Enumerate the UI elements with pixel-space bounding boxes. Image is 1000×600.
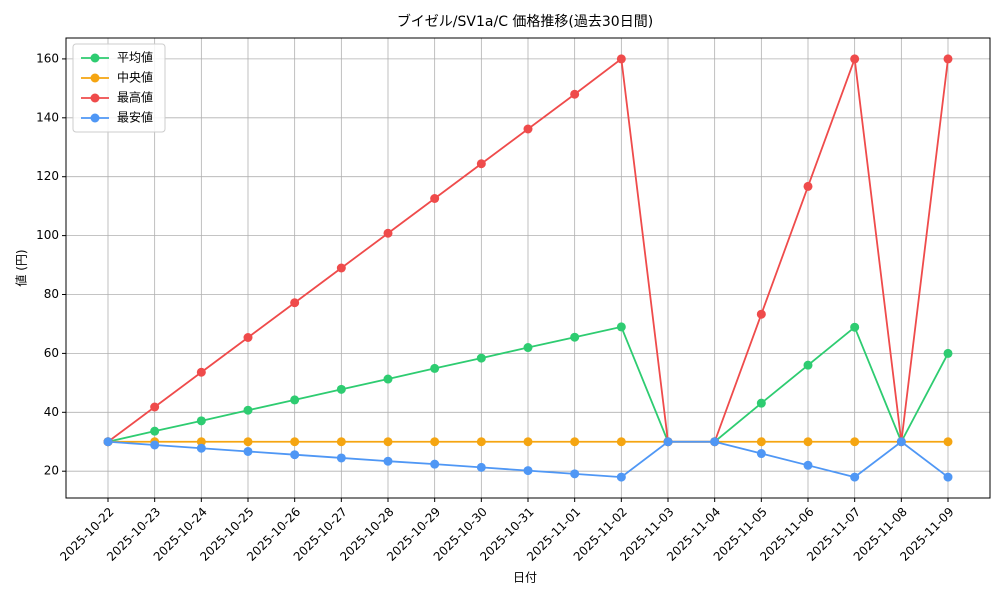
data-point — [383, 228, 393, 238]
legend-marker — [90, 73, 100, 83]
chart-title: ブイゼル/SV1a/C 価格推移(過去30日間) — [397, 13, 653, 30]
y-tick-label: 60 — [44, 346, 59, 360]
data-point — [570, 469, 580, 479]
data-point — [943, 437, 953, 447]
data-point — [196, 367, 206, 377]
data-point — [803, 460, 813, 470]
data-point — [430, 193, 440, 203]
data-point — [523, 437, 533, 447]
data-point — [476, 353, 486, 363]
data-point — [476, 462, 486, 472]
data-point — [430, 459, 440, 469]
data-point — [196, 416, 206, 426]
data-point — [476, 159, 486, 169]
legend-marker — [90, 53, 100, 63]
data-point — [430, 363, 440, 373]
data-point — [383, 456, 393, 466]
data-point — [336, 384, 346, 394]
data-point — [570, 89, 580, 99]
data-point — [570, 332, 580, 342]
data-point — [243, 333, 253, 343]
data-point — [710, 437, 720, 447]
y-tick-label: 160 — [36, 51, 59, 65]
data-point — [943, 54, 953, 64]
legend-label: 平均値 — [117, 50, 153, 65]
data-point — [850, 472, 860, 482]
y-tick-label: 40 — [44, 405, 59, 419]
y-tick-label: 20 — [44, 464, 59, 478]
y-tick-label: 140 — [36, 110, 59, 124]
data-point — [756, 449, 766, 459]
legend-marker — [90, 93, 100, 103]
data-point — [196, 443, 206, 453]
data-point — [290, 450, 300, 460]
data-point — [616, 437, 626, 447]
data-point — [243, 446, 253, 456]
data-point — [803, 181, 813, 191]
data-point — [336, 263, 346, 273]
data-point — [290, 298, 300, 308]
data-point — [150, 402, 160, 412]
y-axis-label: 値 (円) — [14, 249, 29, 286]
legend-label: 最安値 — [117, 110, 153, 125]
data-point — [943, 348, 953, 358]
data-point — [756, 309, 766, 319]
data-point — [850, 322, 860, 332]
y-tick-label: 120 — [36, 169, 59, 183]
data-point — [336, 437, 346, 447]
y-tick-label: 100 — [36, 228, 59, 242]
data-point — [523, 466, 533, 476]
data-point — [383, 437, 393, 447]
data-point — [196, 437, 206, 447]
data-point — [523, 124, 533, 134]
data-point — [850, 54, 860, 64]
legend-label: 中央値 — [117, 70, 153, 85]
data-point — [803, 360, 813, 370]
data-point — [616, 54, 626, 64]
data-point — [756, 437, 766, 447]
data-point — [336, 453, 346, 463]
plot-frame — [65, 37, 991, 499]
data-point — [290, 395, 300, 405]
data-point — [150, 426, 160, 436]
data-point — [383, 374, 393, 384]
data-point — [803, 437, 813, 447]
data-point — [243, 405, 253, 415]
data-point — [756, 398, 766, 408]
data-point — [243, 437, 253, 447]
x-axis-label: 日付 — [513, 571, 537, 585]
data-point — [896, 437, 906, 447]
y-tick-label: 80 — [44, 287, 59, 301]
data-point — [103, 437, 113, 447]
legend-marker — [90, 113, 100, 123]
data-point — [430, 437, 440, 447]
data-point — [850, 437, 860, 447]
data-point — [663, 437, 673, 447]
data-point — [616, 472, 626, 482]
data-point — [476, 437, 486, 447]
legend-box — [72, 43, 166, 133]
data-point — [523, 343, 533, 353]
data-point — [150, 440, 160, 450]
legend-label: 最高値 — [117, 90, 153, 105]
data-point — [943, 472, 953, 482]
data-point — [616, 322, 626, 332]
data-point — [290, 437, 300, 447]
data-point — [570, 437, 580, 447]
